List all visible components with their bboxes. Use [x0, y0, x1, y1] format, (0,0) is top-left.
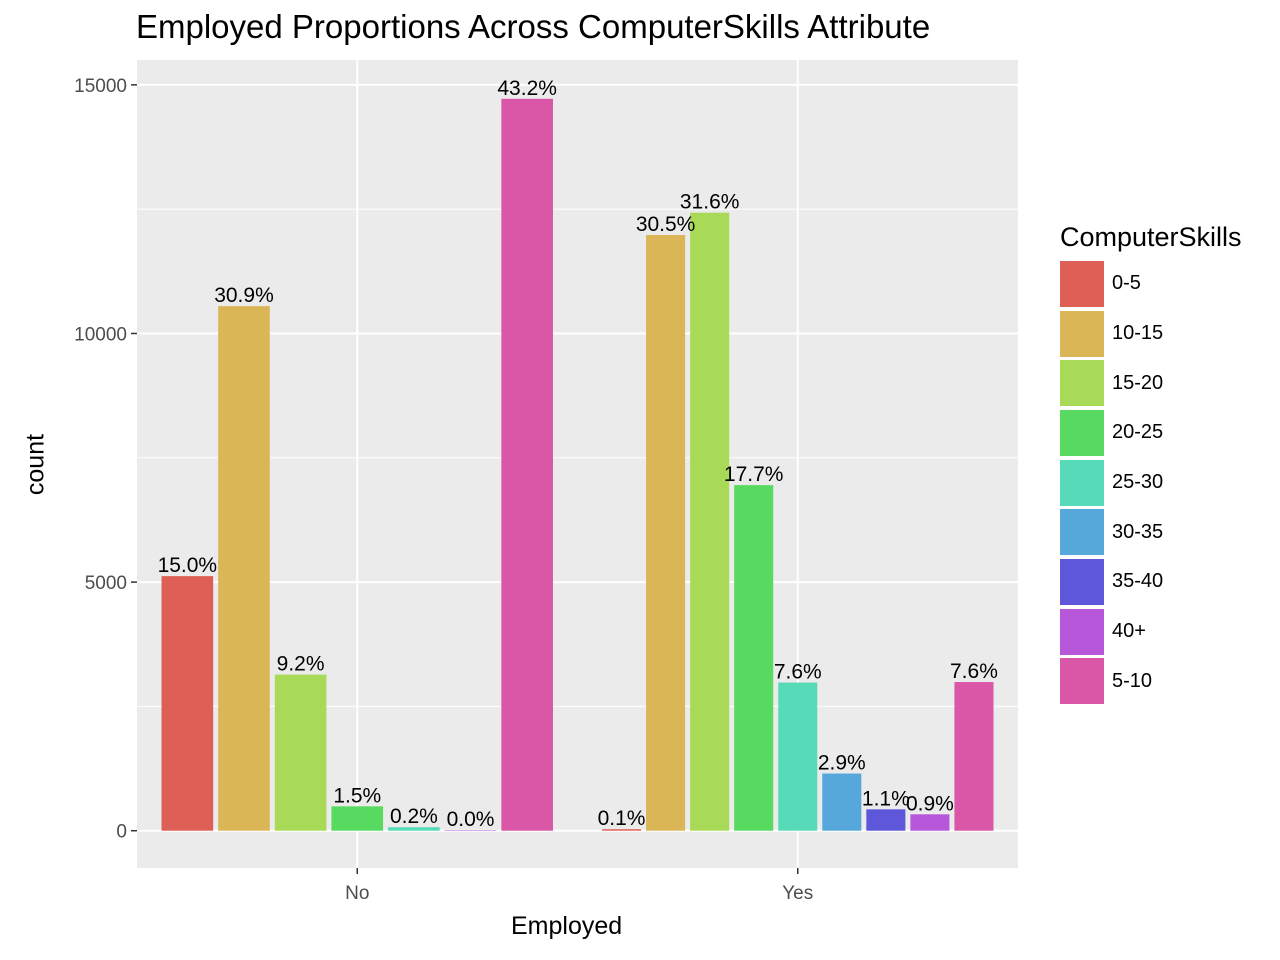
bar-label: 7.6%: [950, 660, 998, 683]
bar-25-30-No: [388, 827, 440, 831]
legend-swatch: [1060, 459, 1104, 506]
y-tick-label: 10000: [74, 324, 127, 345]
legend-swatch: [1060, 409, 1104, 456]
y-tick-label: 0: [116, 822, 127, 843]
bar-5-10-Yes: [954, 682, 994, 831]
legend-item: 10-15: [1060, 309, 1242, 359]
legend-item: 20-25: [1060, 408, 1242, 458]
x-tick-label: No: [345, 883, 369, 904]
legend-items: 0-5 10-15 15-20 20-25 25-30 30-35 35-40 40+ 5-10: [1060, 259, 1242, 706]
legend-label: 40+: [1112, 620, 1146, 643]
bar-label: 30.9%: [214, 284, 274, 307]
bars-layer: [161, 98, 994, 831]
bar-label: 0.9%: [906, 792, 954, 815]
legend-title: ComputerSkills: [1060, 222, 1242, 252]
bar-15-20-Yes: [690, 212, 730, 831]
y-tick-label: 15000: [74, 76, 127, 97]
legend-item: 25-30: [1060, 458, 1242, 508]
y-axis-title: count: [21, 433, 50, 496]
legend-item: 0-5: [1060, 259, 1242, 309]
bar-40+-No: [444, 830, 497, 831]
bar-0-5-Yes: [602, 829, 642, 831]
bar-label: 17.7%: [724, 463, 784, 486]
bar-15-20-No: [274, 674, 327, 831]
bar-label: 30.5%: [636, 213, 696, 236]
legend-label: 25-30: [1112, 471, 1164, 494]
legend-swatch: [1060, 608, 1104, 655]
bar-35-40-Yes: [866, 809, 906, 831]
bar-10-15-Yes: [646, 235, 686, 831]
legend-label: 30-35: [1112, 520, 1164, 543]
legend-label: 0-5: [1112, 272, 1141, 295]
x-axis: No Yes: [345, 868, 813, 904]
x-tick-label: Yes: [782, 883, 813, 904]
bar-label: 31.6%: [680, 191, 740, 214]
legend-label: 20-25: [1112, 421, 1164, 444]
bar-label: 2.9%: [818, 752, 866, 775]
chart-title: Employed Proportions Across ComputerSkil…: [136, 8, 931, 45]
bar-label: 43.2%: [497, 77, 557, 100]
legend-label: 15-20: [1112, 371, 1164, 394]
y-tick-label: 5000: [85, 573, 127, 594]
y-axis: 0 5000 10000 15000: [74, 76, 137, 843]
bar-30-35-Yes: [822, 773, 862, 831]
bar-20-25-Yes: [734, 485, 774, 831]
legend-item: 30-35: [1060, 507, 1242, 557]
bar-10-15-No: [218, 306, 270, 831]
legend-swatch: [1060, 558, 1104, 605]
bar-label: 1.1%: [862, 787, 910, 810]
bar-label: 9.2%: [277, 653, 325, 676]
bar-0-5-No: [161, 576, 214, 831]
legend-item: 40+: [1060, 607, 1242, 657]
bar-label: 0.0%: [447, 808, 495, 831]
bar-label: 1.5%: [333, 784, 381, 807]
bar-labels-layer: 15.0% 30.9% 9.2% 1.5% 0.2% 0.0% 43.2% 0.1% 30.5%…: [158, 77, 998, 831]
bar-20-25-No: [331, 806, 384, 831]
bar-label: 15.0%: [158, 554, 218, 577]
bar-25-30-Yes: [778, 682, 818, 831]
bar-label: 0.1%: [598, 807, 646, 830]
bar-label: 0.2%: [390, 805, 438, 828]
legend-swatch: [1060, 310, 1104, 357]
legend-item: 35-40: [1060, 557, 1242, 607]
legend-label: 35-40: [1112, 570, 1164, 593]
legend-swatch: [1060, 658, 1104, 705]
legend-swatch: [1060, 260, 1104, 307]
x-axis-title: Employed: [511, 912, 623, 940]
legend: ComputerSkills 0-5 10-15 15-20 20-25 25-30 30…: [1060, 222, 1242, 706]
legend-swatch: [1060, 360, 1104, 407]
bar-label: 7.6%: [774, 661, 822, 684]
bar-40+-Yes: [910, 814, 950, 831]
legend-label: 5-10: [1112, 669, 1153, 692]
legend-item: 15-20: [1060, 358, 1242, 408]
legend-item: 5-10: [1060, 657, 1242, 707]
legend-label: 10-15: [1112, 322, 1164, 345]
bar-5-10-No: [501, 98, 553, 831]
legend-swatch: [1060, 509, 1104, 556]
